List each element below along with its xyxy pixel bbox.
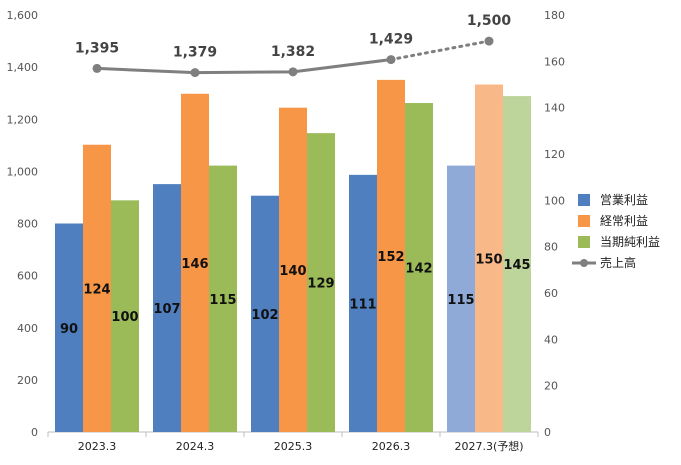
y-right-tick-label: 140: [544, 102, 565, 115]
bar: [279, 107, 307, 433]
legend-label: 営業利益: [600, 193, 648, 207]
sales-point: [190, 68, 200, 78]
bar-value-label: 100: [111, 310, 138, 325]
bar: [209, 165, 237, 433]
sales-point: [484, 36, 494, 46]
legend-line-marker: [580, 259, 588, 267]
bar: [377, 79, 405, 432]
bar-value-label: 111: [349, 297, 376, 312]
sales-point: [92, 63, 102, 73]
sales-value-label: 1,382: [271, 44, 315, 60]
legend-swatch: [578, 236, 590, 248]
bar-value-label: 115: [447, 293, 474, 308]
y-right-tick-label: 100: [544, 194, 565, 207]
sales-value-label: 1,429: [369, 32, 413, 48]
y-right-tick-label: 120: [544, 148, 565, 161]
sales-line-forecast: [389, 39, 491, 62]
bar-value-label: 146: [181, 257, 208, 272]
y-left-tick-label: 1,600: [7, 9, 39, 22]
bar: [405, 103, 433, 433]
sales-line: [92, 36, 494, 78]
legend-swatch: [578, 215, 590, 227]
bar-value-label: 145: [503, 258, 530, 273]
y-right-tick-label: 160: [544, 55, 565, 68]
y-right-tick-label: 180: [544, 9, 565, 22]
bar-value-label: 115: [209, 293, 236, 308]
axes: 0 200 400 600 800 1,000 1,200 1,400 1,600 0 20 40 60…: [7, 9, 566, 453]
bar: [307, 133, 335, 432]
x-tick-label: 2024.3: [176, 440, 215, 453]
y-right-tick-label: 20: [544, 380, 558, 393]
bar-value-label: 102: [251, 308, 278, 323]
bar-value-label: 142: [405, 262, 432, 277]
bar: [83, 144, 111, 432]
y-right-tick-label: 60: [544, 287, 558, 300]
sales-line-actual: [96, 58, 392, 75]
legend-label: 売上高: [600, 255, 636, 270]
sales-value-label: 1,500: [467, 13, 512, 29]
sales-value-label: 1,395: [75, 40, 119, 56]
bar: [111, 200, 139, 432]
bar: [475, 84, 503, 432]
legend-label: 経常利益: [600, 214, 648, 228]
y-left-tick-label: 400: [17, 322, 38, 335]
bars: [55, 79, 531, 433]
bar-value-label: 90: [60, 322, 78, 337]
sales-value-label: 1,379: [173, 45, 217, 61]
bar: [349, 174, 377, 432]
legend-label: 当期純利益: [600, 235, 660, 249]
bar-value-label: 150: [475, 252, 502, 267]
y-left-tick-label: 1,000: [7, 165, 39, 178]
bar-value-label: 152: [377, 250, 404, 265]
bar-value-label: 107: [153, 302, 180, 317]
y-left-tick-label: 0: [31, 426, 38, 439]
legend-swatch: [578, 194, 590, 206]
bar: [181, 93, 209, 433]
y-left-tick-label: 1,200: [7, 113, 39, 126]
y-right-tick-label: 0: [544, 426, 551, 439]
x-tick-label: 2023.3: [78, 440, 117, 453]
bar-value-label: 129: [307, 277, 334, 292]
x-tick-label: 2025.3: [274, 440, 313, 453]
y-right-tick-label: 40: [544, 333, 558, 346]
x-tick-label: 2026.3: [372, 440, 411, 453]
bar: [503, 96, 531, 432]
bar: [153, 184, 181, 432]
y-left-tick-label: 1,400: [7, 61, 39, 74]
y-left-tick-label: 800: [17, 218, 38, 231]
bar: [251, 195, 279, 432]
y-left-tick-label: 200: [17, 374, 38, 387]
bar: [55, 223, 83, 432]
sales-point: [386, 55, 396, 65]
bar: [447, 165, 475, 433]
y-left-tick-label: 600: [17, 270, 38, 283]
y-right-tick-label: 80: [544, 241, 558, 254]
x-tick-label: 2027.3(予想): [454, 439, 523, 453]
bar-value-label: 124: [83, 282, 110, 297]
bar-value-label: 140: [279, 264, 306, 279]
sales-point: [288, 67, 298, 77]
